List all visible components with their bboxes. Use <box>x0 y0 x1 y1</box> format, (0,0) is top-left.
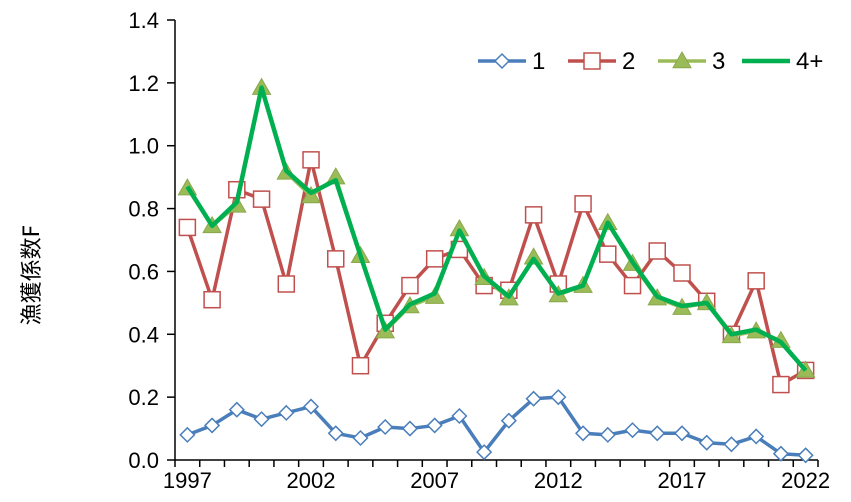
data-point <box>500 412 517 429</box>
data-point <box>599 245 617 263</box>
data-point <box>648 242 666 260</box>
y-tick-label: 0.8 <box>128 197 159 222</box>
legend-item: 1 <box>478 48 545 75</box>
data-point <box>277 275 296 293</box>
series-4plus <box>185 85 808 372</box>
legend-label: 4+ <box>796 48 823 75</box>
series-2 <box>178 151 815 394</box>
data-point <box>204 417 221 434</box>
data-point <box>797 447 814 464</box>
legend: 1 2 3 4+ <box>478 48 823 75</box>
series-1 <box>179 389 814 464</box>
data-point <box>327 250 345 268</box>
series-layer <box>177 77 816 464</box>
legend-label: 1 <box>532 48 545 75</box>
data-point <box>524 206 543 224</box>
data-point <box>772 375 790 394</box>
data-point <box>425 250 444 268</box>
x-tick-label: 1997 <box>163 468 212 493</box>
data-point <box>574 425 592 442</box>
data-point <box>401 276 419 295</box>
data-point <box>649 425 666 442</box>
data-point <box>772 445 789 462</box>
legend-swatch-marker <box>493 52 511 70</box>
data-point <box>228 401 245 418</box>
legend-swatch-marker <box>672 50 692 69</box>
data-point <box>327 425 344 442</box>
y-tick-label: 0.0 <box>128 448 159 473</box>
data-point <box>401 420 419 437</box>
data-point <box>377 418 394 436</box>
series-line <box>185 85 808 372</box>
data-point <box>351 356 370 375</box>
data-point <box>523 247 544 265</box>
y-tick-label: 0.6 <box>128 259 159 284</box>
data-point <box>599 426 616 443</box>
y-tick-label: 1.0 <box>128 134 159 159</box>
axes: 0.0 0.2 0.4 0.6 0.8 1.0 1.2 1.4 1997 2002 2007 2012… <box>128 8 830 493</box>
data-point <box>302 151 320 169</box>
data-point <box>748 428 765 445</box>
y-tick-label: 1.4 <box>128 8 159 33</box>
series-line <box>185 85 807 372</box>
data-point <box>476 444 493 461</box>
y-tick-label: 0.4 <box>128 322 159 347</box>
data-point <box>525 390 542 407</box>
data-point <box>352 429 369 447</box>
data-point <box>252 190 271 208</box>
data-point <box>179 426 196 443</box>
data-point <box>302 398 320 415</box>
x-tick-label: 2017 <box>658 468 707 493</box>
legend-item: 4+ <box>742 48 823 75</box>
data-point <box>747 272 765 290</box>
x-tick-label: 2012 <box>534 468 583 493</box>
data-point <box>451 407 468 425</box>
data-point <box>673 264 691 282</box>
data-point <box>673 425 691 442</box>
data-point <box>623 276 642 295</box>
data-point <box>723 436 740 453</box>
data-point <box>574 195 592 213</box>
legend-swatch-marker <box>583 52 601 70</box>
data-point <box>624 422 641 439</box>
legend-label: 3 <box>712 48 725 75</box>
data-point <box>278 404 295 421</box>
legend-label: 2 <box>622 48 635 75</box>
series-line <box>185 158 807 387</box>
data-point <box>698 434 715 451</box>
legend-item: 3 <box>658 48 725 75</box>
y-tick-label: 1.2 <box>128 71 159 96</box>
x-tick-label: 2022 <box>781 468 830 493</box>
data-point <box>253 411 270 428</box>
y-tick-label: 0.2 <box>128 385 159 410</box>
data-point <box>203 290 221 309</box>
x-tick-label: 2002 <box>287 468 336 493</box>
data-point <box>550 389 567 406</box>
data-point <box>426 417 443 434</box>
x-tick-label: 2007 <box>410 468 459 493</box>
data-point <box>178 218 197 237</box>
series-line <box>186 395 806 458</box>
legend-item: 2 <box>568 48 635 75</box>
